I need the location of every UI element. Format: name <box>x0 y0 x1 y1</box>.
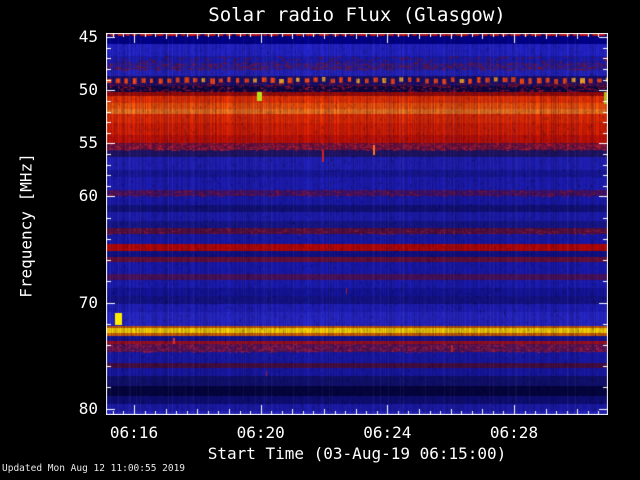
x-tick-0624: 06:24 <box>363 423 412 442</box>
x-tick-0616: 06:16 <box>109 423 159 442</box>
updated-timestamp: Updated Mon Aug 12 11:00:55 2019 <box>2 463 186 474</box>
spectrogram-canvas <box>106 33 608 415</box>
page-title: Solar radio Flux (Glasgow) <box>208 4 506 26</box>
x-axis-label: Start Time (03-Aug-19 06:15:00) <box>207 444 507 463</box>
x-tick-0628: 06:28 <box>489 423 539 442</box>
y-tick-50: 50 <box>78 80 98 100</box>
y-tick-60: 60 <box>78 186 98 206</box>
y-tick-70: 70 <box>78 292 98 312</box>
y-tick-55: 55 <box>78 133 98 153</box>
x-tick-0620: 06:20 <box>236 423 285 442</box>
y-tick-80: 80 <box>78 398 98 418</box>
y-axis-label: Frequency [MHz] <box>16 153 36 298</box>
y-tick-45: 45 <box>78 27 98 47</box>
